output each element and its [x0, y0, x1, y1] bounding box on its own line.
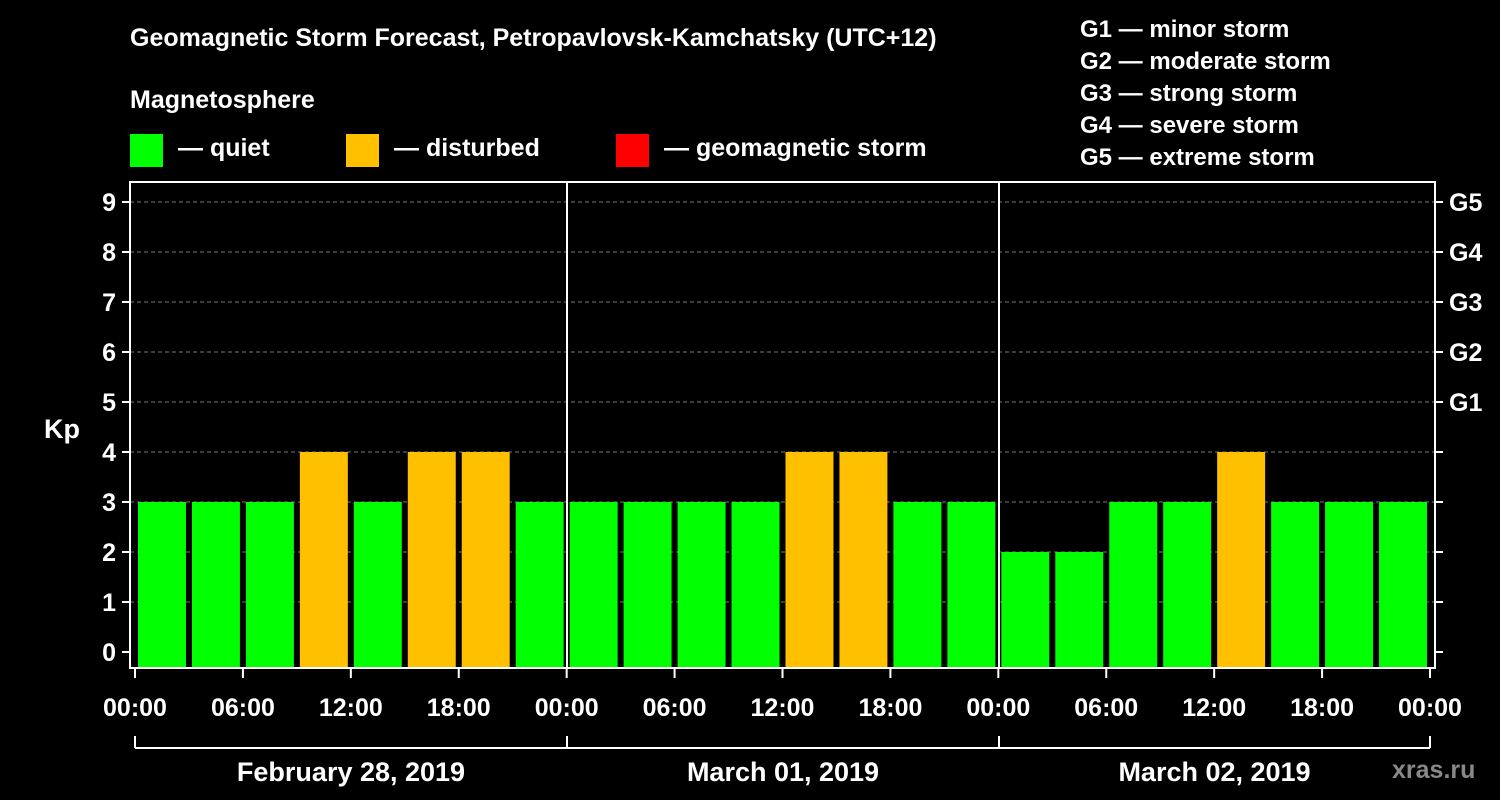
- x-tick-label: 18:00: [427, 694, 491, 722]
- kp-bar-10: [677, 502, 726, 668]
- storm-level-g1: G1 — minor storm: [1080, 16, 1290, 43]
- legend-swatch-storm: [616, 134, 649, 167]
- storm-tick-label: G5: [1449, 189, 1482, 217]
- kp-bar-4: [353, 502, 402, 668]
- kp-bar-0: [138, 502, 186, 668]
- y-tick-label: 4: [102, 439, 116, 467]
- x-tick-label: 00:00: [966, 694, 1030, 722]
- kp-bar-21: [1271, 502, 1320, 668]
- legend-label-storm: — geomagnetic storm: [664, 134, 927, 162]
- kp-bar-5: [407, 452, 456, 668]
- y-tick-label: 9: [102, 189, 116, 217]
- storm-level-g5: G5 — extreme storm: [1080, 144, 1315, 171]
- legend-heading: Magnetosphere: [130, 86, 315, 114]
- day-label: February 28, 2019: [237, 757, 465, 787]
- day-label: March 01, 2019: [687, 757, 879, 787]
- storm-tick-label: G4: [1449, 239, 1482, 267]
- legend-label-quiet: — quiet: [178, 134, 270, 162]
- watermark: xras.ru: [1392, 756, 1476, 784]
- y-tick-label: 6: [102, 339, 116, 367]
- chart-title: Geomagnetic Storm Forecast, Petropavlovs…: [130, 24, 937, 52]
- x-tick-label: 18:00: [858, 694, 922, 722]
- kp-bar-1: [191, 502, 240, 668]
- x-tick-label: 12:00: [1182, 694, 1246, 722]
- kp-bar-15: [947, 502, 996, 668]
- storm-level-g2: G2 — moderate storm: [1080, 48, 1331, 75]
- x-tick-label: 12:00: [751, 694, 815, 722]
- storm-tick-label: G2: [1449, 339, 1482, 367]
- storm-level-g3: G3 — strong storm: [1080, 80, 1298, 107]
- kp-bar-11: [731, 502, 780, 668]
- legend-label-disturbed: — disturbed: [394, 134, 540, 162]
- x-tick-label: 18:00: [1290, 694, 1354, 722]
- x-tick-label: 00:00: [535, 694, 599, 722]
- kp-bar-13: [839, 452, 888, 668]
- kp-bar-9: [623, 502, 672, 668]
- kp-bar-6: [461, 452, 510, 668]
- kp-bar-20: [1217, 452, 1266, 668]
- kp-bar-22: [1325, 502, 1374, 668]
- kp-bar-7: [515, 502, 564, 668]
- storm-tick-label: G3: [1449, 289, 1482, 317]
- x-tick-label: 06:00: [643, 694, 707, 722]
- legend-swatch-quiet: [130, 134, 163, 167]
- x-tick-label: 06:00: [211, 694, 275, 722]
- y-tick-label: 5: [102, 389, 116, 417]
- storm-level-g4: G4 — severe storm: [1080, 112, 1299, 139]
- kp-bar-19: [1163, 502, 1212, 668]
- x-tick-label: 00:00: [103, 694, 167, 722]
- kp-bar-8: [569, 502, 618, 668]
- kp-bar-3: [299, 452, 348, 668]
- x-tick-label: 12:00: [319, 694, 383, 722]
- x-tick-label: 00:00: [1398, 694, 1462, 722]
- y-tick-label: 3: [102, 489, 116, 517]
- y-tick-label: 7: [102, 289, 116, 317]
- x-tick-label: 06:00: [1074, 694, 1138, 722]
- kp-bar-18: [1109, 502, 1158, 668]
- legend-swatch-disturbed: [346, 134, 379, 167]
- y-tick-label: 0: [102, 639, 116, 667]
- y-axis-label: Kp: [44, 414, 80, 444]
- kp-bar-17: [1055, 552, 1104, 668]
- y-tick-label: 1: [102, 589, 116, 617]
- y-tick-label: 2: [102, 539, 116, 567]
- day-label: March 02, 2019: [1118, 757, 1310, 787]
- y-tick-label: 8: [102, 239, 116, 267]
- kp-bar-16: [1001, 552, 1050, 668]
- storm-tick-label: G1: [1449, 389, 1482, 417]
- kp-bar-23: [1379, 502, 1427, 668]
- kp-bar-14: [893, 502, 942, 668]
- kp-bar-2: [245, 502, 294, 668]
- kp-bar-12: [785, 452, 834, 668]
